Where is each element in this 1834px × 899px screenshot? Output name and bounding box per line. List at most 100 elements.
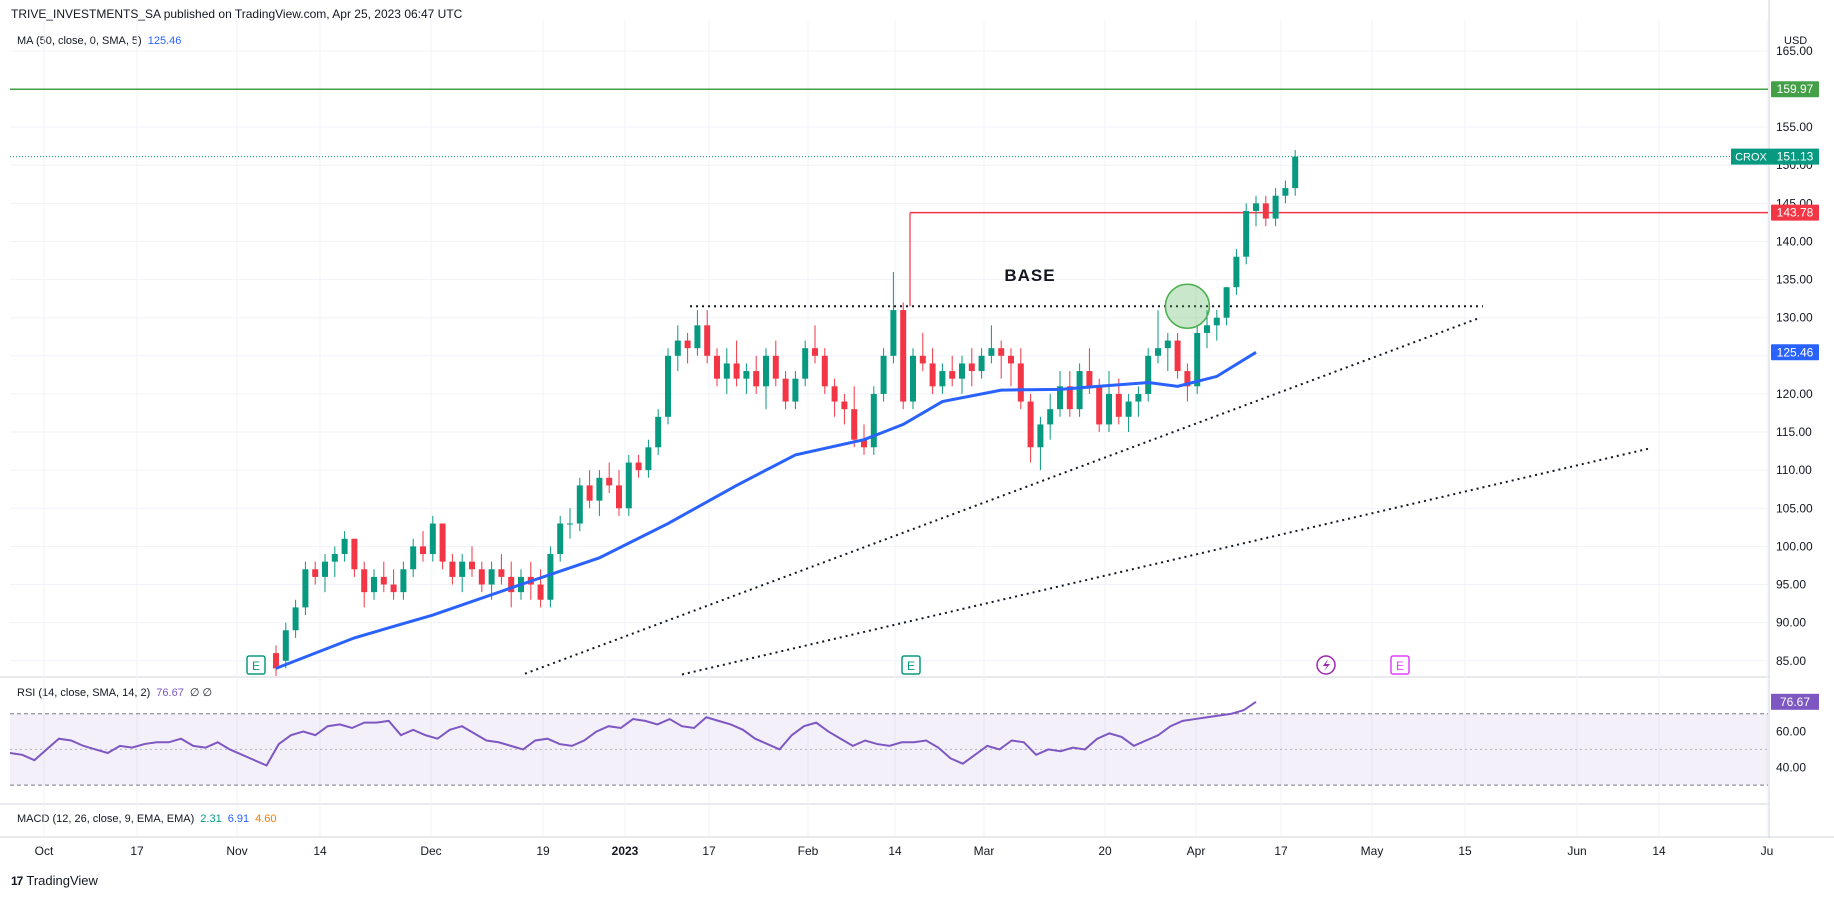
tradingview-mark-icon: 17: [11, 873, 23, 888]
candle-body: [459, 561, 466, 577]
candle-body: [341, 538, 348, 555]
candle-body: [1253, 203, 1259, 211]
candle-body: [1194, 332, 1201, 387]
tradingview-logo[interactable]: 17 TradingView: [11, 873, 98, 888]
candle-body: [684, 340, 691, 349]
rsi-indicator-legend[interactable]: RSI (14, close, SMA, 14, 2) 76.67 ∅ ∅: [17, 686, 212, 700]
candle-body: [1106, 393, 1112, 425]
candle-body: [763, 355, 769, 387]
rsi-axis-tick-label: 40.00: [1776, 760, 1806, 774]
candle-body: [998, 348, 1005, 356]
candle-body: [1243, 210, 1250, 257]
macd-value-3: 4.60: [255, 813, 277, 825]
symbol-badge-text: CROX: [1735, 152, 1767, 164]
candle-body: [870, 393, 877, 448]
time-axis-tick-label: 14: [888, 844, 902, 858]
time-axis-tick-label: 15: [1458, 844, 1472, 858]
candle-body: [1292, 156, 1299, 189]
price-axis-tick-label: 130.00: [1776, 311, 1813, 325]
earnings-marker-letter: E: [907, 659, 915, 673]
candle-body: [331, 554, 338, 562]
lightning-icon: [1323, 659, 1330, 671]
rsi-indicator-value: 76.67: [156, 687, 184, 699]
candle-body: [674, 340, 681, 356]
candle-body: [606, 477, 613, 486]
candle-body: [498, 569, 505, 577]
candle-body: [273, 653, 279, 669]
time-axis-tick-label: Ju: [1761, 844, 1774, 858]
candle-body: [1066, 386, 1073, 410]
candle-body: [420, 546, 426, 555]
time-axis-tick-label: 14: [313, 844, 327, 858]
candle-body: [1096, 386, 1103, 425]
candle-body: [449, 561, 456, 577]
time-axis-tick-label: 17: [1274, 844, 1288, 858]
ma-indicator-label: MA (50, close, 0, SMA, 5): [17, 35, 142, 47]
ma-price-badge-text: 125.46: [1777, 345, 1814, 359]
candle-body: [1135, 393, 1142, 402]
macd-indicator-legend[interactable]: MACD (12, 26, close, 9, EMA, EMA) 2.31 6.9…: [17, 812, 277, 826]
time-axis-tick-label: 19: [536, 844, 550, 858]
level-price-badge: [1771, 204, 1819, 221]
candle-body: [919, 355, 926, 364]
candle-body: [1282, 188, 1289, 196]
candle-body: [371, 576, 377, 593]
level-price-badge: [1771, 81, 1819, 98]
candle-body: [586, 485, 593, 501]
candle-body: [302, 569, 309, 608]
last-price-badge: [1771, 148, 1819, 165]
candle-body: [968, 363, 975, 372]
ma-indicator-legend[interactable]: MA (50, close, 0, SMA, 5) 125.46: [17, 34, 181, 48]
candle-body: [567, 523, 573, 525]
currency-label: USD: [1784, 35, 1807, 47]
candle-body: [322, 561, 328, 577]
rsi-indicator-extra: ∅ ∅: [189, 687, 213, 699]
candle-body: [282, 630, 289, 661]
candle-body: [635, 462, 642, 471]
candle-body: [400, 569, 407, 593]
rsi-indicator-label: RSI (14, close, SMA, 14, 2): [17, 687, 151, 699]
candle-body: [1262, 203, 1269, 219]
candle-body: [1047, 409, 1054, 425]
candle-body: [351, 538, 358, 570]
candle-body: [841, 401, 848, 410]
symbol-badge: [1731, 148, 1771, 165]
candle-body: [478, 569, 485, 585]
macd-value-2: 6.91: [227, 813, 250, 825]
candle-body: [1115, 393, 1122, 417]
candle-body: [1155, 348, 1161, 356]
candle-body: [949, 371, 956, 379]
price-axis-tick-label: 85.00: [1776, 654, 1806, 668]
price-axis-tick-label: 165.00: [1776, 44, 1813, 58]
candle-body: [753, 371, 760, 387]
candle-body: [880, 355, 887, 394]
candle-body: [733, 363, 740, 379]
candle-body: [694, 325, 701, 349]
candle-body: [1037, 424, 1044, 448]
candle-body: [1204, 325, 1210, 333]
price-axis-tick-label: 140.00: [1776, 234, 1813, 248]
last-price-badge-text: 151.13: [1777, 150, 1814, 164]
time-axis-tick-label: 2023: [612, 844, 639, 858]
level-price-badge-text: 143.78: [1777, 206, 1814, 220]
candle-body: [900, 310, 907, 402]
candle-body: [1076, 371, 1083, 410]
published-header: TRIVE_INVESTMENTS_SA published on Tradin…: [11, 7, 463, 21]
macd-indicator-label: MACD (12, 26, close, 9, EMA, EMA): [17, 813, 195, 825]
candle-body: [469, 561, 475, 570]
time-axis-tick-label: Oct: [35, 844, 54, 858]
candle-body: [772, 355, 779, 379]
candle-body: [831, 386, 838, 402]
candle-body: [792, 378, 799, 402]
price-axis-tick-label: 120.00: [1776, 387, 1813, 401]
candle-body: [959, 363, 965, 379]
time-axis-tick-label: Mar: [974, 844, 995, 858]
candle-body: [645, 447, 652, 471]
candle-body: [410, 546, 417, 570]
price-axis-tick-label: 95.00: [1776, 578, 1806, 592]
candle-body: [1125, 401, 1132, 417]
time-axis-tick-label: 17: [702, 844, 716, 858]
candle-body: [821, 355, 828, 387]
candle-body: [929, 363, 936, 387]
